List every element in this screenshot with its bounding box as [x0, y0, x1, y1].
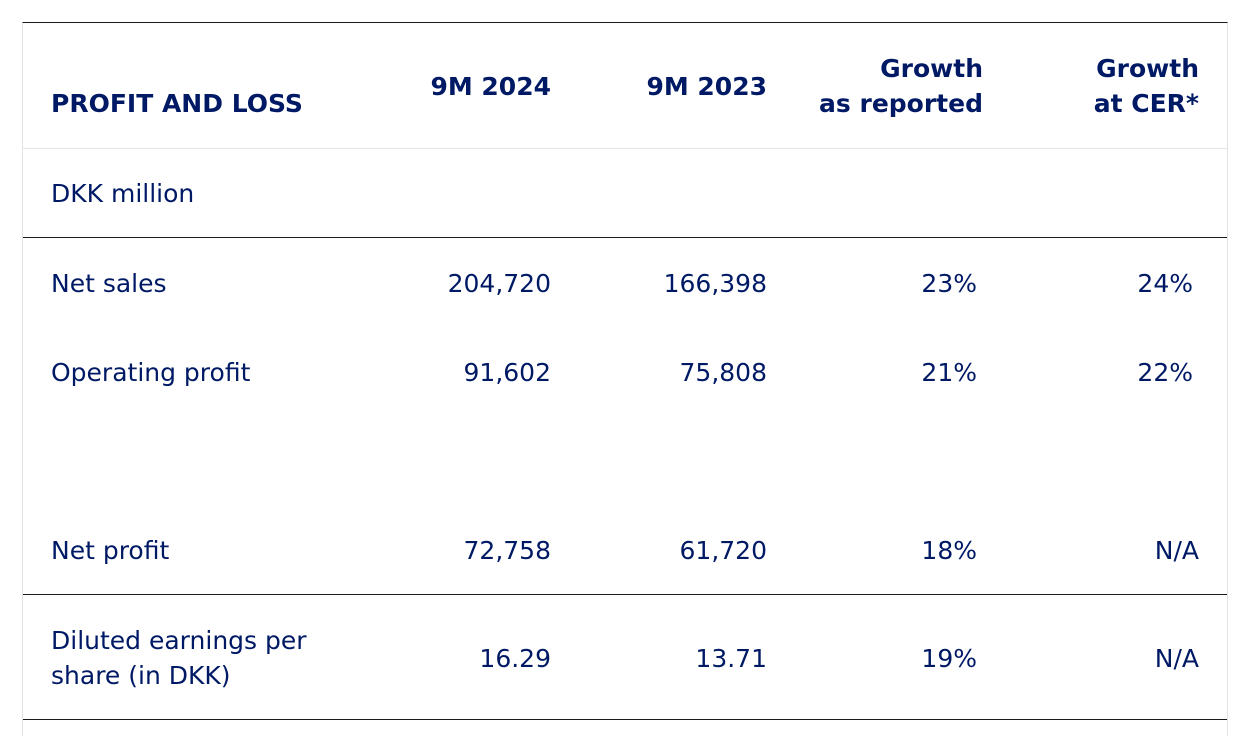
value-9m-2024: 204,720 — [447, 269, 551, 298]
table-title: PROFIT AND LOSS — [51, 89, 303, 118]
value-growth-cer: N/A — [1154, 536, 1199, 565]
unit-divider — [23, 237, 1227, 238]
column-header-9m-2023: 9M 2023 — [646, 72, 767, 101]
value-9m-2023: 166,398 — [663, 269, 767, 298]
value-growth-cer: 22% — [1137, 358, 1193, 387]
column-header-growth-cer-line2: at CER* — [1093, 89, 1199, 118]
row-label-line2: share (in DKK) — [51, 661, 231, 690]
row-label-line1: Diluted earnings per — [51, 626, 307, 655]
row-label: Net profit — [51, 536, 170, 565]
value-9m-2023: 61,720 — [679, 536, 767, 565]
value-9m-2024: 91,602 — [463, 358, 551, 387]
net-profit-divider — [23, 594, 1227, 595]
header-divider — [23, 148, 1227, 149]
row-label: Operating profit — [51, 358, 251, 387]
value-growth-reported: 18% — [921, 536, 977, 565]
unit-label: DKK million — [51, 179, 195, 208]
value-growth-reported: 23% — [921, 269, 977, 298]
value-9m-2023: 13.71 — [695, 644, 767, 673]
value-9m-2024: 16.29 — [479, 644, 551, 673]
value-9m-2024: 72,758 — [463, 536, 551, 565]
value-growth-reported: 19% — [921, 644, 977, 673]
column-header-growth-reported-line2: as reported — [819, 89, 983, 118]
row-label: Net sales — [51, 269, 167, 298]
value-9m-2023: 75,808 — [679, 358, 767, 387]
column-header-growth-reported-line1: Growth — [880, 54, 983, 83]
value-growth-cer: N/A — [1154, 644, 1199, 673]
value-growth-reported: 21% — [921, 358, 977, 387]
bottom-divider — [23, 719, 1227, 720]
value-growth-cer: 24% — [1137, 269, 1193, 298]
column-header-9m-2024: 9M 2024 — [430, 72, 551, 101]
column-header-growth-cer-line1: Growth — [1096, 54, 1199, 83]
profit-and-loss-table: PROFIT AND LOSS 9M 2024 9M 2023 Growth a… — [22, 22, 1228, 736]
